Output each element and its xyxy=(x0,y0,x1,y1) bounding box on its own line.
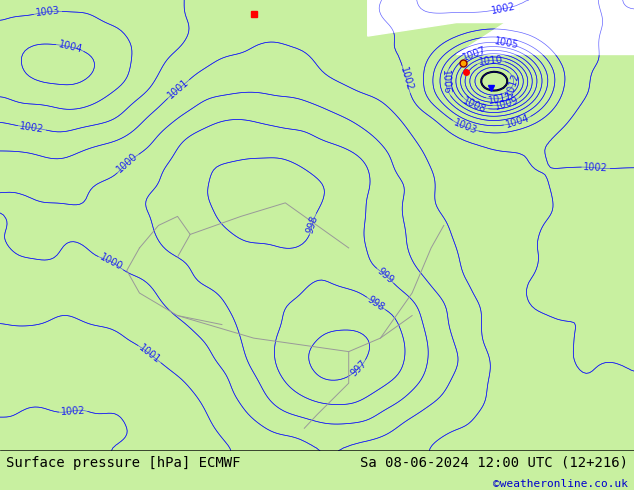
Text: 1004: 1004 xyxy=(505,114,531,130)
Text: 1010: 1010 xyxy=(478,54,503,67)
Text: 1005: 1005 xyxy=(493,36,520,51)
Text: Surface pressure [hPa] ECMWF: Surface pressure [hPa] ECMWF xyxy=(6,456,241,470)
Text: 1000: 1000 xyxy=(98,252,125,272)
Text: 1001: 1001 xyxy=(166,77,191,101)
Text: 1006: 1006 xyxy=(440,70,451,95)
Text: 1002: 1002 xyxy=(61,405,86,416)
Text: 1012: 1012 xyxy=(505,72,521,98)
Text: 1002: 1002 xyxy=(398,66,415,93)
Text: 997: 997 xyxy=(349,359,368,379)
FancyBboxPatch shape xyxy=(520,0,634,54)
Text: ©weatheronline.co.uk: ©weatheronline.co.uk xyxy=(493,479,628,489)
Text: 1007: 1007 xyxy=(462,45,488,63)
Text: 1008: 1008 xyxy=(462,96,488,115)
Text: 1004: 1004 xyxy=(57,39,83,54)
Text: 999: 999 xyxy=(375,266,396,285)
Text: 1009: 1009 xyxy=(493,96,520,112)
Text: 1003: 1003 xyxy=(452,118,479,136)
Polygon shape xyxy=(368,0,520,36)
Text: 998: 998 xyxy=(366,294,386,313)
Text: Sa 08-06-2024 12:00 UTC (12+216): Sa 08-06-2024 12:00 UTC (12+216) xyxy=(359,456,628,470)
Polygon shape xyxy=(456,0,634,54)
Text: 1003: 1003 xyxy=(35,5,60,18)
Text: 1002: 1002 xyxy=(19,121,45,134)
Text: 1002: 1002 xyxy=(583,162,609,173)
Text: 998: 998 xyxy=(305,214,320,234)
Text: 1001: 1001 xyxy=(137,343,162,366)
Text: 1000: 1000 xyxy=(115,151,140,174)
Text: 1011: 1011 xyxy=(487,91,513,105)
Text: 1002: 1002 xyxy=(490,1,517,16)
